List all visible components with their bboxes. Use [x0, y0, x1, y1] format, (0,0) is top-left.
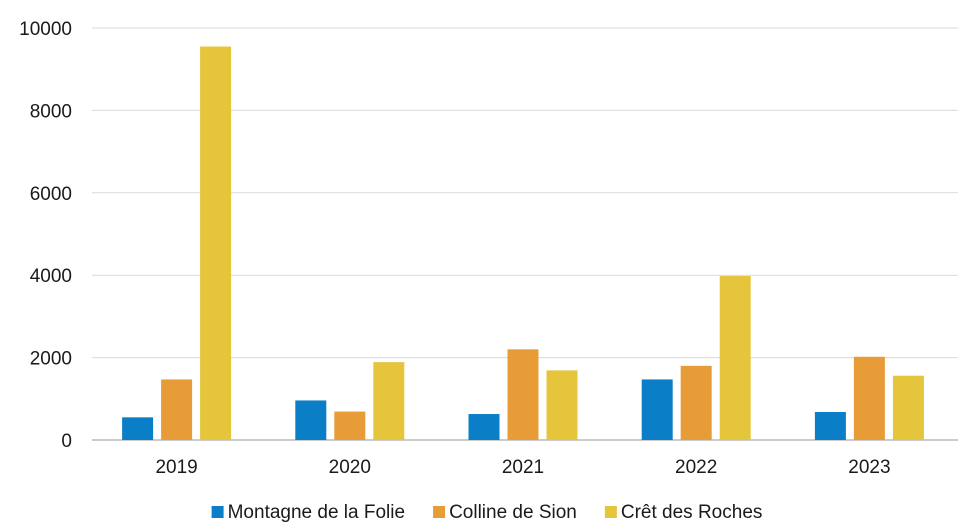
bar	[334, 411, 366, 440]
bar	[892, 375, 924, 440]
x-tick-label: 2019	[155, 457, 197, 478]
legend-item: Colline de Sion	[433, 502, 577, 523]
bar	[468, 414, 500, 440]
legend-item: Crêt des Roches	[604, 502, 763, 523]
x-tick-label: 2022	[675, 457, 717, 478]
x-tick-label: 2021	[502, 457, 544, 478]
y-tick-label: 4000	[30, 266, 72, 287]
bar	[200, 46, 232, 440]
y-tick-label: 6000	[30, 184, 72, 205]
legend-swatch	[604, 506, 617, 518]
x-tick-label: 2020	[329, 457, 371, 478]
bars	[122, 46, 924, 440]
y-tick-label: 10000	[19, 19, 72, 40]
legend-swatch	[211, 506, 224, 518]
x-tick-label: 2023	[848, 457, 890, 478]
legend-swatch	[433, 506, 446, 518]
legend-label: Colline de Sion	[449, 502, 577, 523]
bar	[680, 365, 712, 440]
x-axis: 2019 2020 2021 2022 2023	[155, 457, 890, 478]
bar	[814, 411, 846, 440]
bar	[295, 400, 327, 440]
bar	[719, 276, 751, 440]
legend-label: Montagne de la Folie	[228, 502, 405, 523]
y-axis: 0 2000 4000 6000 8000 10000	[19, 19, 72, 452]
gridlines	[92, 27, 958, 441]
legend: Montagne de la Folie Colline de Sion Crêt …	[211, 502, 763, 523]
legend-item: Montagne de la Folie	[211, 502, 405, 523]
legend-label: Crêt des Roches	[621, 502, 763, 523]
bar	[161, 379, 193, 440]
y-tick-label: 0	[61, 431, 72, 452]
bar	[853, 356, 885, 440]
y-tick-label: 2000	[30, 349, 72, 370]
bar	[122, 417, 154, 440]
bar	[641, 379, 673, 440]
bar	[507, 349, 539, 440]
bar	[546, 370, 578, 440]
y-tick-label: 8000	[30, 101, 72, 122]
bar	[373, 362, 405, 440]
